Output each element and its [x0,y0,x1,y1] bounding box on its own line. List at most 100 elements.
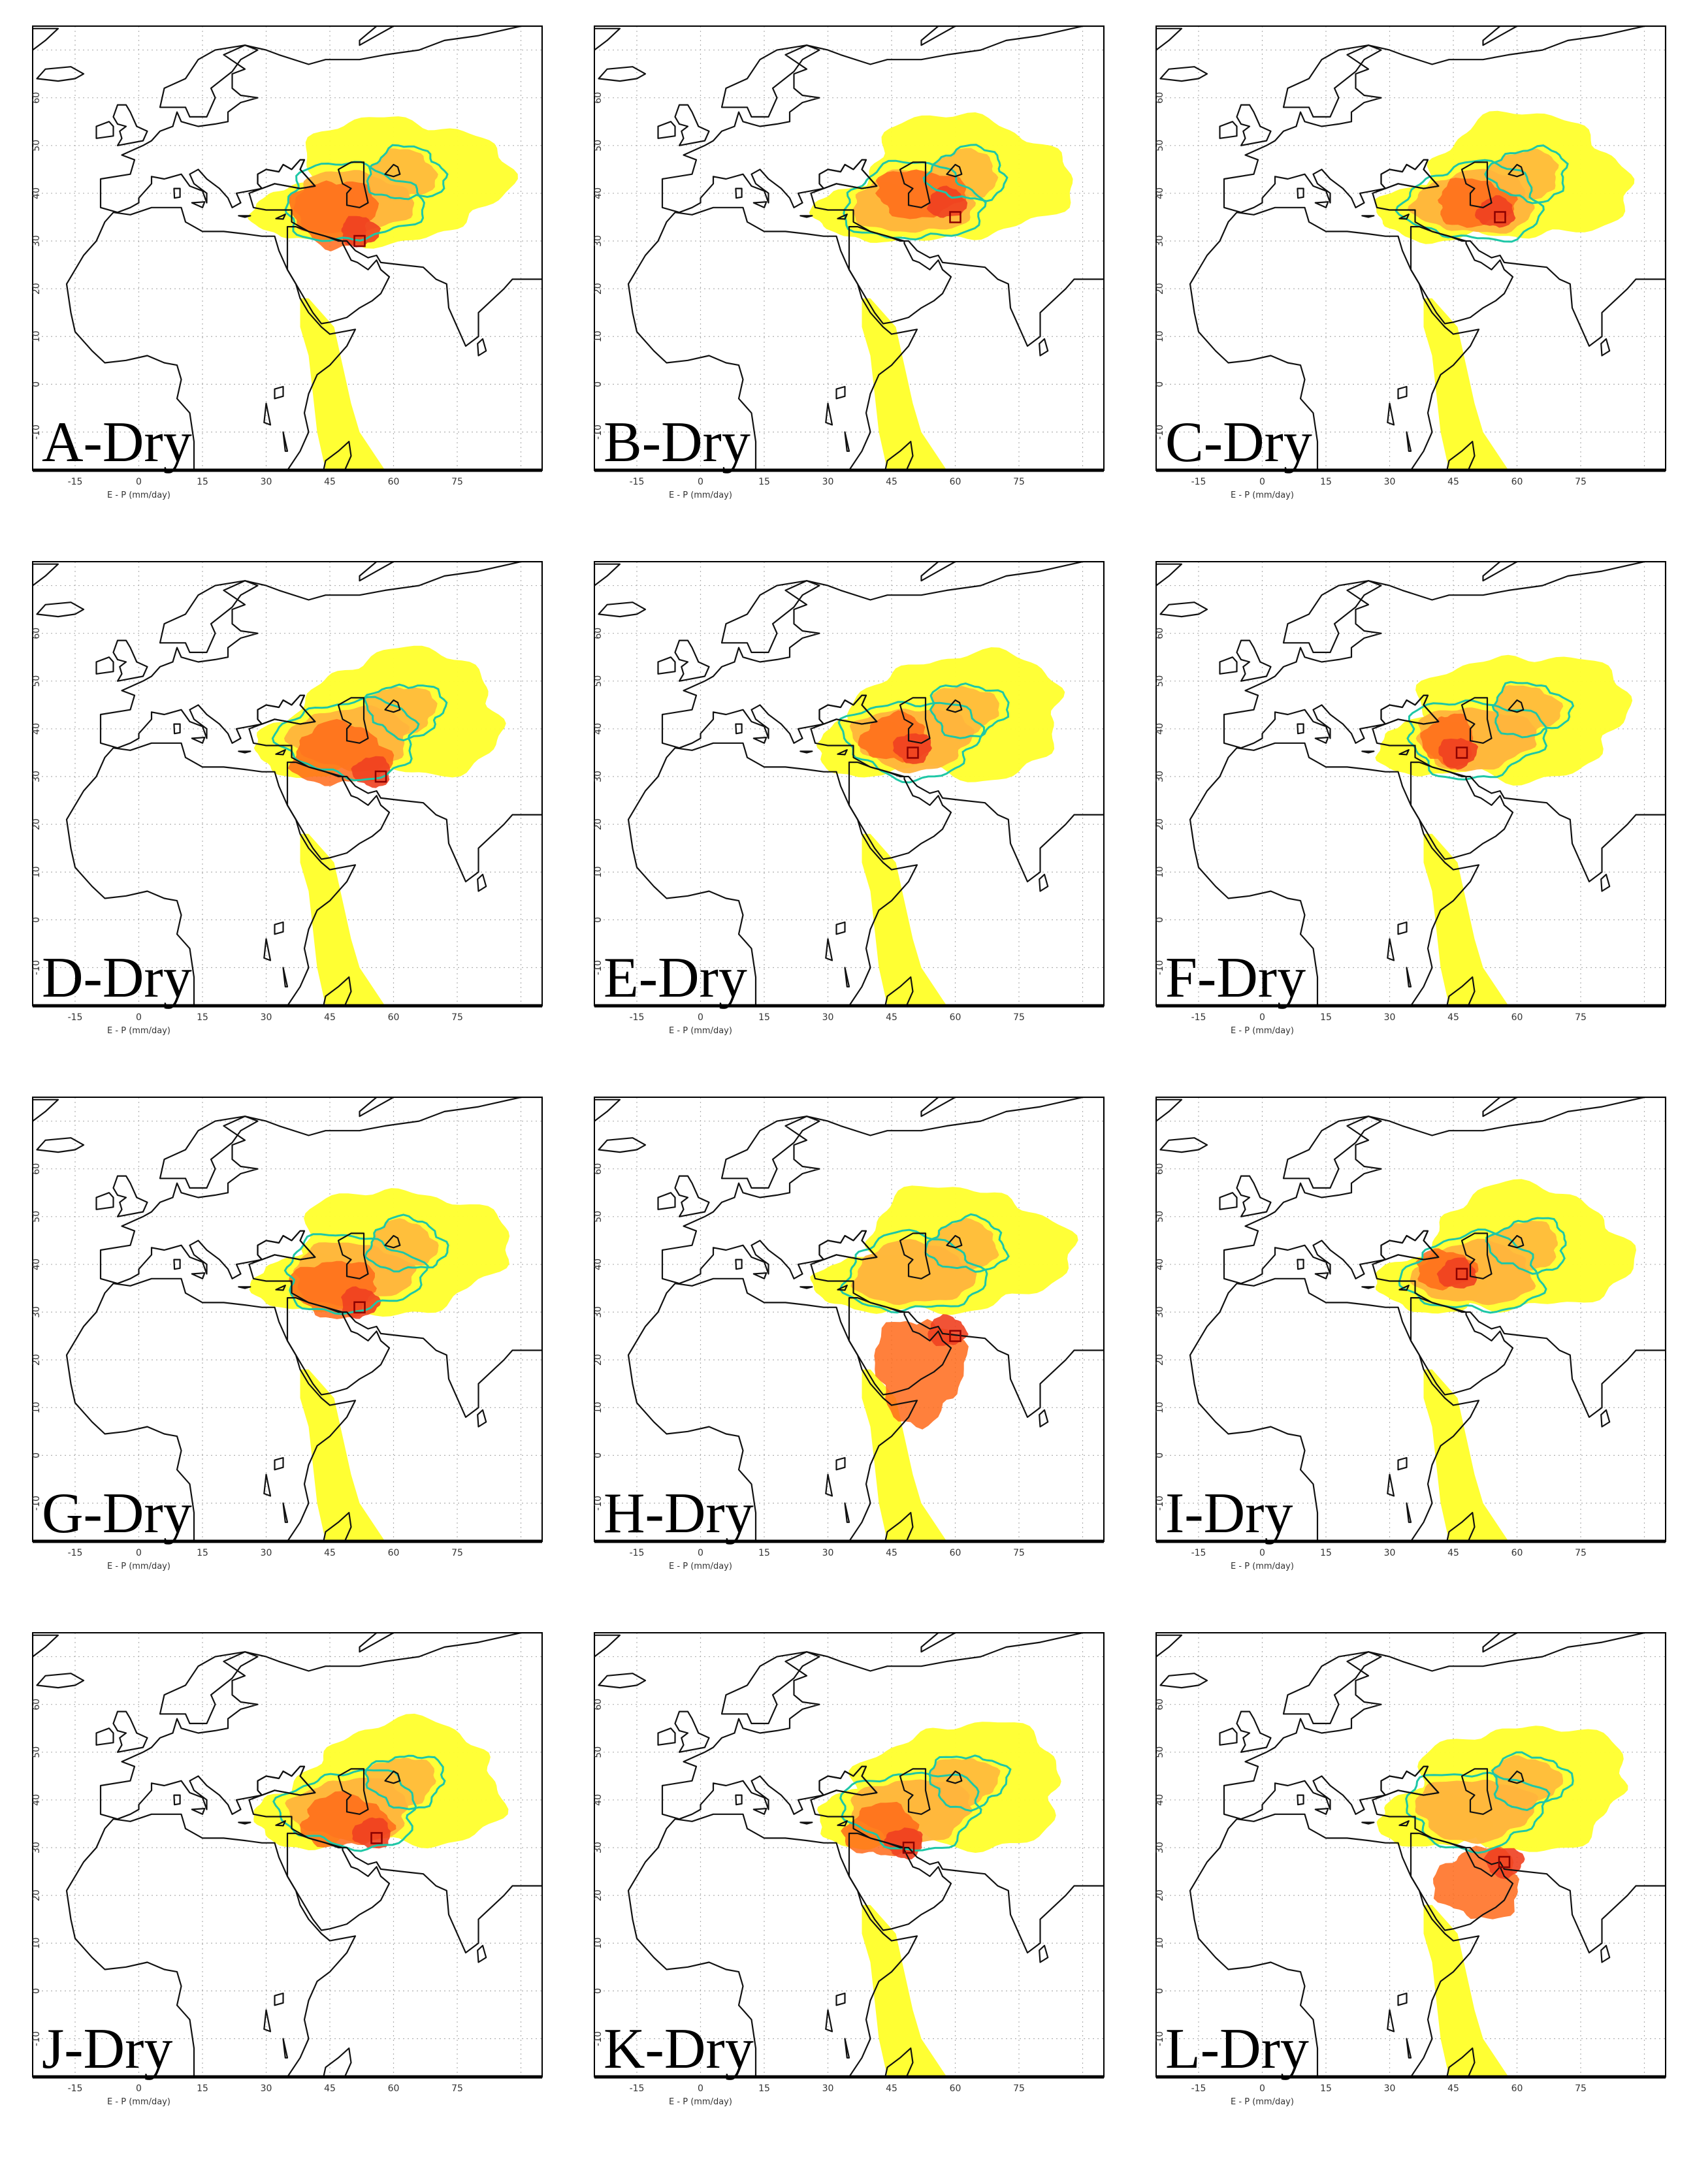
target-region-box [353,234,366,248]
x-tick-label: 15 [1320,2083,1332,2094]
coastline-africa [627,1813,918,2077]
x-tick-label: 60 [388,1548,400,1558]
x-tick-label: 45 [886,1012,897,1023]
contour-line [1406,699,1548,781]
y-tick-label: 60 [31,1163,42,1175]
x-tick-label: 0 [136,1012,142,1023]
coastline-rift2 [282,967,289,988]
x-tick-label: 30 [822,1012,834,1023]
coastline-sicily [1314,1272,1329,1279]
panel-label: E-Dry [604,946,747,1010]
coastline-eurasia [1223,26,1666,347]
y-tick-label: -10 [31,425,42,440]
coastline-victoria [835,1992,846,2006]
y-tick-label: 50 [1155,1211,1165,1223]
coastline-sicily [191,1808,206,1815]
coastline-ireland [1219,121,1238,139]
x-axis-caption: E - P (mm/day) [1231,490,1294,500]
x-tick-label: 0 [1259,1012,1265,1023]
y-tick-label: 60 [1155,92,1165,104]
coastline-gb [112,1175,148,1217]
coastline-eurasia [99,26,542,347]
contour-line [283,1233,429,1315]
map-svg: -15 0 15 30 45 60 75 -10 0 10 20 30 40 50 60 E - P (mm/… [593,561,1105,1036]
source-region-mid [367,148,438,197]
contour-line [1405,1771,1551,1854]
y-tick-label: 50 [1155,675,1165,687]
contour-line [839,1228,988,1314]
y-tick-label: 30 [31,1306,42,1318]
target-region-box [949,1330,961,1342]
x-tick-label: 60 [950,1548,961,1558]
coastline-cyprus [837,1285,848,1291]
y-tick-label: 40 [31,187,42,199]
map-plot-area [594,562,1104,1006]
target-region-box [370,1832,383,1844]
x-tick-label: 0 [136,2083,142,2094]
y-tick-label: 0 [593,1988,604,1994]
x-tick-label: 75 [1013,477,1025,487]
x-tick-label: 45 [1447,1012,1459,1023]
coastline-black [1380,1765,1440,1796]
contour-line [366,144,449,201]
source-region-peak [893,733,932,764]
coastline-greenland [33,1634,59,1658]
map-svg: -15 0 15 30 45 60 75 -10 0 10 20 30 40 50 60 E - P (mm/… [31,561,543,1036]
coastline-rift2 [1406,1502,1412,1523]
coastline-greenland [33,563,59,586]
coastline-scandinavia [720,1116,820,1189]
y-tick-label: 50 [593,1211,604,1223]
map-svg: -15 0 15 30 45 60 75 -10 0 10 20 30 40 50 60 E - P (mm/… [1155,25,1666,500]
coastline-iceland [36,1673,85,1689]
x-tick-label: 0 [698,477,703,487]
coastline-madagascar [884,2047,914,2077]
y-tick-label: 50 [31,1211,42,1223]
coastline-srilanka [477,1409,487,1428]
y-tick-label: 0 [31,1988,42,1994]
x-tick-label: 15 [197,477,208,487]
coastline-sardinia [1297,187,1304,199]
x-tick-label: -15 [1191,2083,1206,2094]
coastline-iceland [36,602,85,618]
x-axis-caption: E - P (mm/day) [669,1026,732,1036]
coastline-ireland [1219,1192,1238,1210]
coastline-black [257,1230,316,1261]
coastline-crete [1361,750,1375,754]
target-region-box [907,747,919,759]
x-tick-label: 30 [822,1548,834,1558]
y-tick-label: 10 [1155,1937,1165,1949]
coastline-greenland [594,563,621,586]
coastline-madagascar [1446,976,1476,1006]
coastline-rift2 [282,2038,289,2059]
y-tick-label: 60 [593,628,604,639]
y-tick-label: 50 [593,675,604,687]
coastline-scandinavia [1282,1116,1382,1189]
y-tick-label: 10 [593,1402,604,1413]
x-tick-label: 60 [1511,1012,1523,1023]
x-tick-label: 15 [758,1012,770,1023]
contour-line [363,683,448,742]
y-tick-label: 10 [593,330,604,342]
coastline-sicily [191,201,206,208]
y-tick-label: 60 [1155,1163,1165,1175]
y-tick-label: 10 [1155,866,1165,878]
x-tick-label: 30 [261,2083,272,2094]
source-plume-south [862,1369,947,1541]
coastline-cyprus [275,749,286,756]
coastline-rift1 [263,2009,272,2032]
contour-line [1395,159,1545,243]
map-svg: -15 0 15 30 45 60 75 -10 0 10 20 30 40 50 60 E - P (mm/… [1155,1097,1666,1571]
coastline-greenland [1156,563,1183,586]
y-tick-label: 60 [31,628,42,639]
x-tick-label: -15 [1191,477,1206,487]
x-tick-label: 75 [451,1548,463,1558]
contour-line [843,159,987,241]
y-tick-label: 20 [31,1354,42,1366]
map-plot-area [1156,26,1666,470]
source-region-peak [926,185,968,218]
coastline-scandinavia [159,1116,259,1189]
coastline-caspian [899,161,931,208]
y-tick-label: 60 [593,1699,604,1710]
coastline-victoria [835,921,846,935]
coastline-victoria [835,385,846,400]
